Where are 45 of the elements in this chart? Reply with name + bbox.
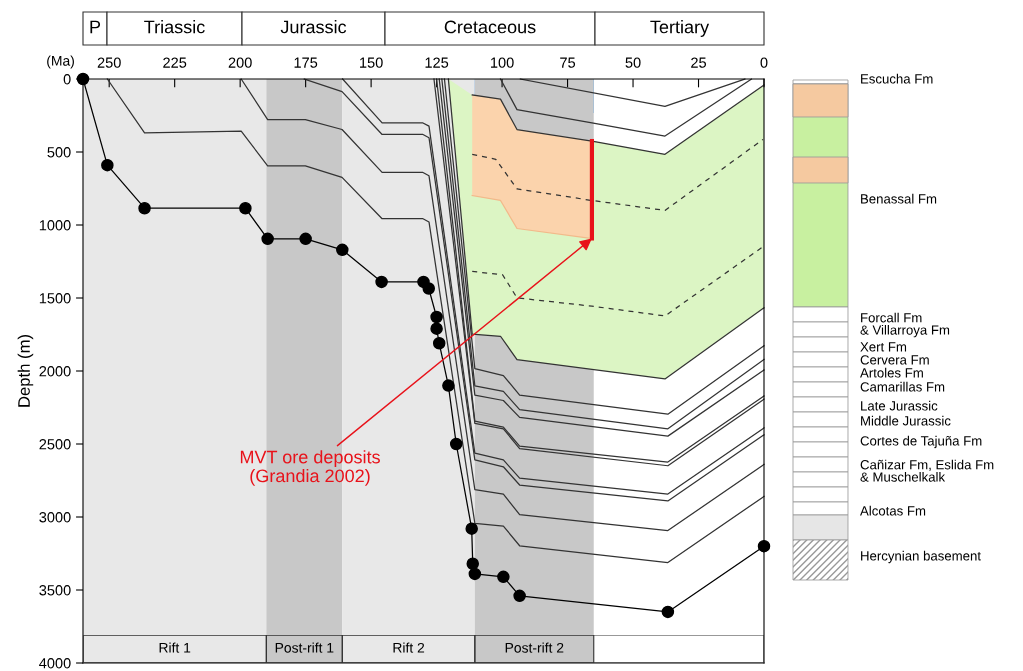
x-tick-label: 150 — [360, 57, 383, 68]
y-tick-label: 500 — [47, 147, 71, 158]
y-tick-label: 1000 — [39, 220, 71, 231]
text: Forcall Fm & Villarroya Fm — [860, 312, 950, 338]
band-label: Rift 1 — [159, 642, 191, 653]
text: Benassal Fm — [861, 193, 937, 204]
y-tick-label: 2000 — [39, 366, 71, 377]
text: Artoles Fm — [860, 367, 923, 378]
text: Triassic — [144, 20, 205, 34]
annotation: MVT ore deposits (Grandia 2002) — [240, 450, 380, 486]
text: Cervera Fm — [860, 355, 929, 365]
text: Cañizar Fm, Eslida Fm & Muschelkalk — [860, 459, 994, 482]
x-tick-label: 100 — [491, 57, 514, 68]
y-tick-label: 3000 — [39, 512, 71, 523]
y-tick-label: 1500 — [39, 293, 71, 304]
text: Camarillas Fm — [860, 381, 945, 392]
band-label: Post-rift 1 — [275, 642, 334, 653]
x-tick-label: 25 — [691, 57, 707, 68]
text: P — [90, 20, 101, 34]
text: Xert Fm — [860, 342, 907, 352]
text: Tertiary — [650, 20, 710, 37]
x-tick-label: 50 — [625, 57, 641, 68]
text: Alcotas Fm — [860, 505, 926, 516]
text: Jurassic — [280, 20, 347, 34]
x-tick-label: 125 — [425, 57, 449, 68]
text: Hercynian basement — [861, 550, 981, 564]
y-tick-label: 4000 — [39, 658, 71, 669]
text: Cortes de Tajuña Fm — [860, 435, 982, 449]
x-tick-label: 250 — [97, 57, 121, 68]
y-tick-label: 3500 — [39, 585, 71, 596]
y-tick-label: 2500 — [39, 439, 71, 450]
text: Middle Jurassic — [861, 415, 951, 426]
band-label: Post-rift 2 — [505, 642, 564, 653]
band-label: Rift 2 — [393, 642, 425, 653]
x-tick-label: 225 — [163, 57, 187, 68]
text: Late Jurassic — [861, 400, 938, 411]
y-tick-label: 0 — [63, 74, 71, 85]
x-tick-label: 175 — [294, 57, 318, 68]
x-tick-label: 75 — [560, 57, 576, 68]
y-axis-title: Depth (m) — [17, 334, 34, 407]
text: Cretaceous — [444, 20, 536, 34]
text: Escucha Fm — [861, 73, 933, 84]
x-tick-label: 0 — [760, 57, 768, 68]
x-tick-label: 200 — [228, 57, 252, 68]
x-axis-title: (Ma) — [47, 55, 74, 69]
